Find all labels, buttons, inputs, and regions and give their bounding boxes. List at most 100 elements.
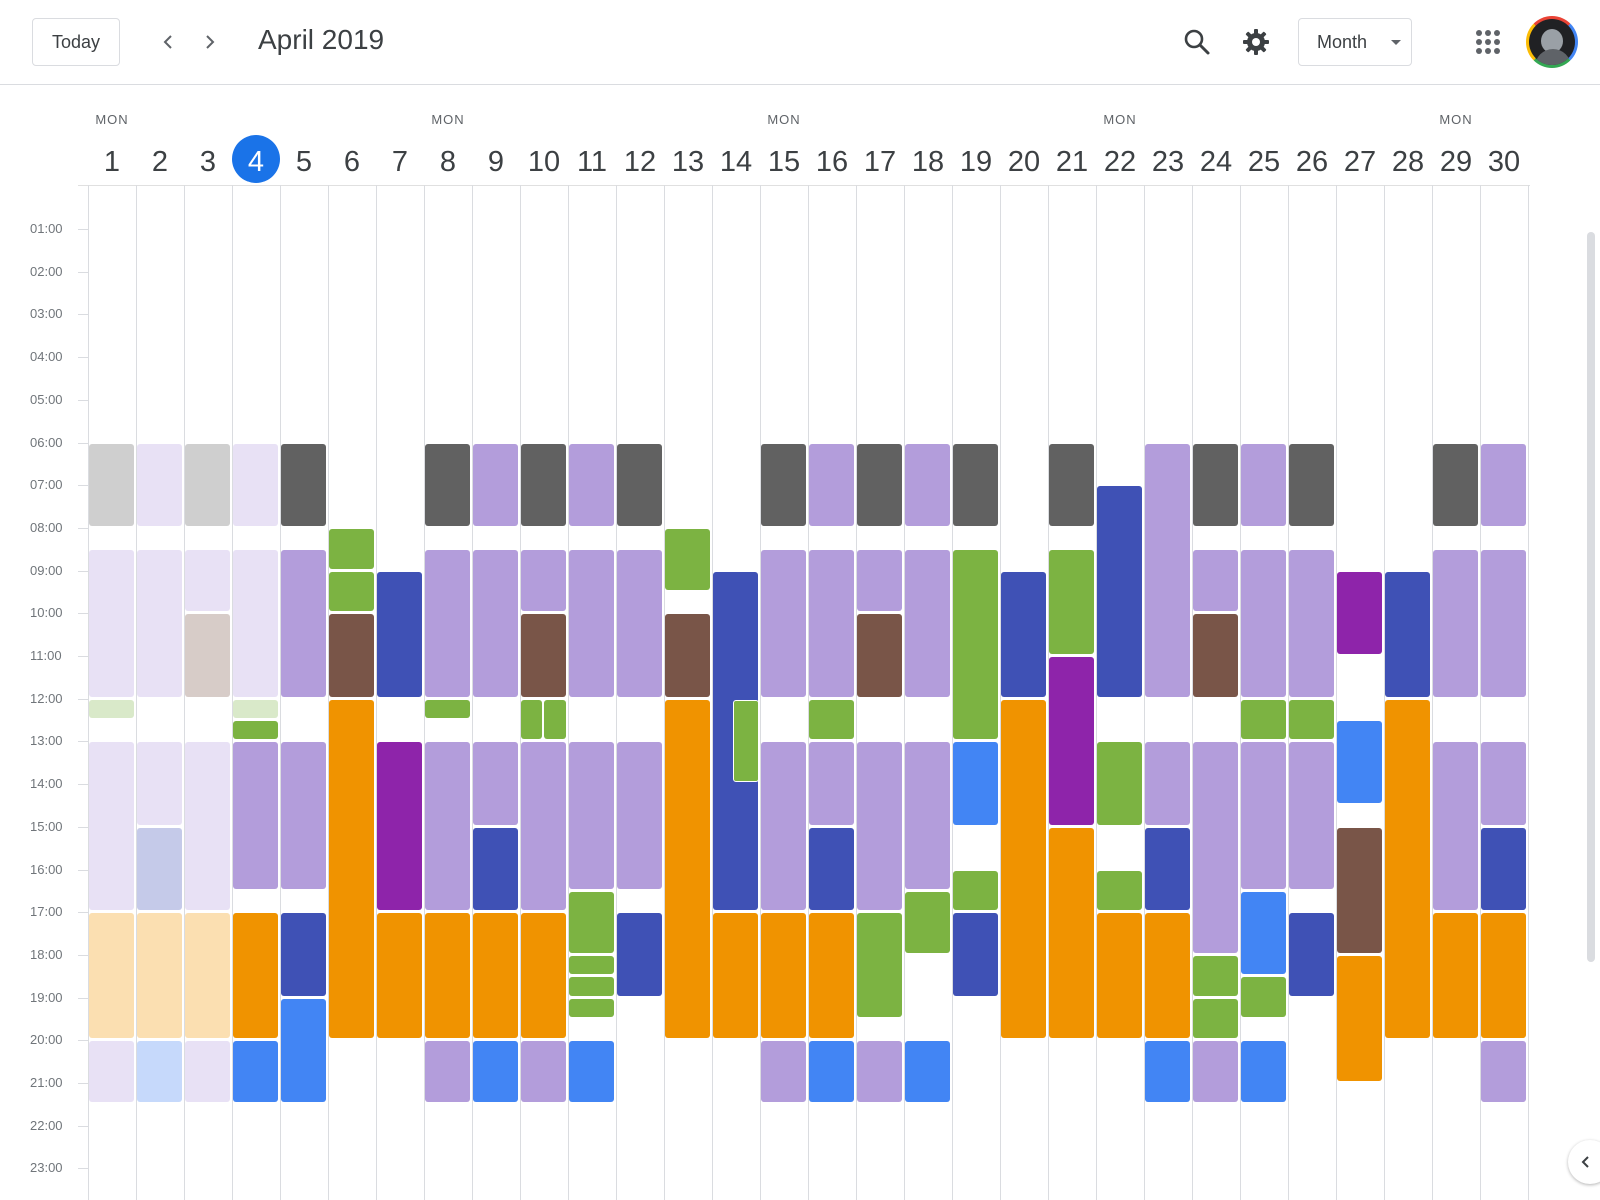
calendar-event[interactable] <box>857 614 902 697</box>
calendar-event[interactable] <box>809 1041 854 1103</box>
calendar-event[interactable] <box>1193 443 1238 526</box>
calendar-event[interactable] <box>1001 571 1046 697</box>
calendar-event[interactable] <box>665 699 710 1039</box>
calendar-event[interactable] <box>1289 699 1334 740</box>
calendar-event[interactable] <box>425 443 470 526</box>
calendar-event[interactable] <box>233 699 278 719</box>
calendar-event[interactable] <box>1145 913 1190 1039</box>
calendar-event[interactable] <box>425 742 470 911</box>
calendar-event[interactable] <box>1385 571 1430 697</box>
calendar-event[interactable] <box>905 742 950 889</box>
calendar-event[interactable] <box>425 1041 470 1103</box>
calendar-event[interactable] <box>521 699 542 740</box>
calendar-event[interactable] <box>569 742 614 889</box>
calendar-event[interactable] <box>329 614 374 697</box>
day-number-22[interactable]: 22 <box>1103 146 1137 178</box>
calendar-event[interactable] <box>1433 913 1478 1039</box>
search-button[interactable] <box>1177 22 1217 62</box>
day-number-15[interactable]: 15 <box>767 146 801 178</box>
calendar-event[interactable] <box>761 913 806 1039</box>
day-number-18[interactable]: 18 <box>911 146 945 178</box>
calendar-event[interactable] <box>1241 891 1286 975</box>
calendar-event[interactable] <box>1481 913 1526 1039</box>
calendar-event[interactable] <box>137 827 182 911</box>
calendar-event[interactable] <box>281 913 326 996</box>
calendar-event[interactable] <box>713 913 758 1039</box>
calendar-event[interactable] <box>569 977 614 996</box>
calendar-event[interactable] <box>569 1041 614 1103</box>
day-number-4[interactable]: 4 <box>247 146 265 178</box>
calendar-event[interactable] <box>1193 1041 1238 1103</box>
calendar-event[interactable] <box>857 443 902 526</box>
day-number-24[interactable]: 24 <box>1199 146 1233 178</box>
calendar-event[interactable] <box>473 913 518 1039</box>
day-number-29[interactable]: 29 <box>1439 146 1473 178</box>
calendar-event[interactable] <box>665 528 710 590</box>
calendar-event[interactable] <box>521 913 566 1039</box>
calendar-event[interactable] <box>953 443 998 526</box>
calendar-event[interactable] <box>185 913 230 1039</box>
calendar-event[interactable] <box>185 443 230 526</box>
calendar-event[interactable] <box>665 614 710 697</box>
calendar-event[interactable] <box>185 1041 230 1103</box>
calendar-event[interactable] <box>1481 742 1526 825</box>
day-number-21[interactable]: 21 <box>1055 146 1089 178</box>
side-panel-toggle[interactable] <box>1568 1140 1600 1184</box>
calendar-event[interactable] <box>329 571 374 612</box>
calendar-event[interactable] <box>233 721 278 740</box>
calendar-event[interactable] <box>809 742 854 825</box>
calendar-event[interactable] <box>473 550 518 697</box>
day-number-30[interactable]: 30 <box>1487 146 1521 178</box>
calendar-event[interactable] <box>425 913 470 1039</box>
calendar-event[interactable] <box>809 827 854 911</box>
day-number-16[interactable]: 16 <box>815 146 849 178</box>
calendar-event[interactable] <box>1241 977 1286 1017</box>
calendar-event[interactable] <box>1049 657 1094 825</box>
calendar-event[interactable] <box>89 550 134 697</box>
avatar[interactable] <box>1526 16 1578 68</box>
calendar-event[interactable] <box>809 699 854 740</box>
day-number-8[interactable]: 8 <box>439 146 457 178</box>
calendar-event[interactable] <box>905 891 950 953</box>
calendar-event[interactable] <box>233 1041 278 1103</box>
calendar-event[interactable] <box>137 742 182 825</box>
calendar-event[interactable] <box>89 699 134 719</box>
day-number-14[interactable]: 14 <box>719 146 753 178</box>
calendar-event[interactable] <box>1337 571 1382 654</box>
calendar-event[interactable] <box>761 550 806 697</box>
vertical-scrollbar[interactable] <box>1587 232 1595 962</box>
calendar-event[interactable] <box>89 1041 134 1103</box>
day-number-7[interactable]: 7 <box>391 146 409 178</box>
calendar-event[interactable] <box>1097 486 1142 697</box>
calendar-event[interactable] <box>1433 443 1478 526</box>
calendar-event[interactable] <box>1097 742 1142 825</box>
calendar-event[interactable] <box>1193 955 1238 996</box>
calendar-event[interactable] <box>521 1041 566 1103</box>
calendar-event[interactable] <box>857 1041 902 1103</box>
settings-button[interactable] <box>1236 22 1276 62</box>
day-number-27[interactable]: 27 <box>1343 146 1377 178</box>
calendar-event[interactable] <box>233 913 278 1039</box>
calendar-event[interactable] <box>857 913 902 1017</box>
today-button[interactable]: Today <box>32 18 120 66</box>
calendar-event[interactable] <box>281 443 326 526</box>
calendar-event[interactable] <box>761 443 806 526</box>
calendar-event[interactable] <box>1433 742 1478 911</box>
calendar-event[interactable] <box>425 550 470 697</box>
calendar-event[interactable] <box>1145 827 1190 911</box>
day-number-6[interactable]: 6 <box>343 146 361 178</box>
calendar-event[interactable] <box>617 443 662 526</box>
calendar-event[interactable] <box>953 550 998 740</box>
calendar-event[interactable] <box>1289 443 1334 526</box>
day-number-12[interactable]: 12 <box>623 146 657 178</box>
calendar-event[interactable] <box>473 827 518 911</box>
calendar-event[interactable] <box>1337 955 1382 1081</box>
calendar-event[interactable] <box>1049 550 1094 654</box>
calendar-event[interactable] <box>185 550 230 612</box>
view-selector[interactable]: Month <box>1298 18 1412 66</box>
calendar-event[interactable] <box>953 870 998 911</box>
calendar-event[interactable] <box>1193 742 1238 953</box>
calendar-event[interactable] <box>137 443 182 526</box>
calendar-event[interactable] <box>1241 742 1286 889</box>
calendar-event[interactable] <box>1481 550 1526 697</box>
